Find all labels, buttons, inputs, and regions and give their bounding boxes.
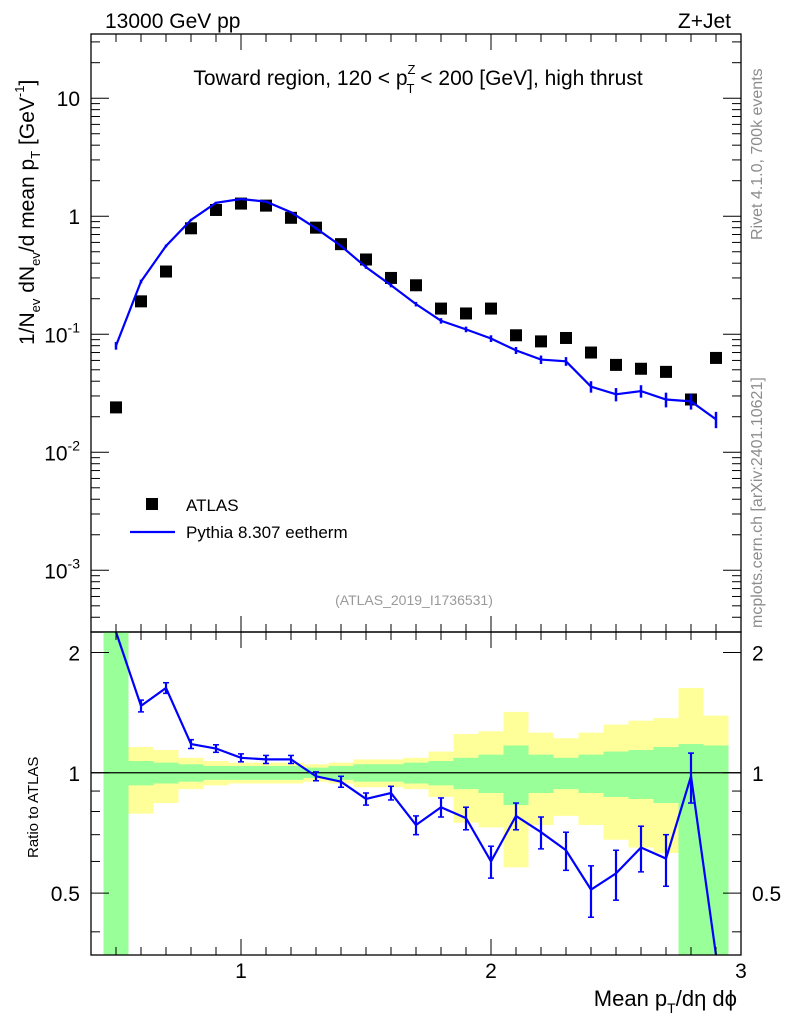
stat-uncertainty-band — [103, 632, 129, 955]
ratio-y-label: Ratio to ATLAS — [25, 757, 42, 858]
main-y-label: 1/Nev dNev/d mean pT [GeV-1] — [12, 80, 43, 345]
ratio-y-tick-label-left: 1 — [68, 763, 80, 786]
stat-uncertainty-band — [703, 745, 729, 955]
ratio-y-tick-label-right: 0.5 — [752, 883, 781, 906]
stat-uncertainty-band — [553, 757, 579, 790]
stat-uncertainty-band — [628, 750, 654, 799]
atlas-point — [410, 279, 422, 292]
atlas-point — [435, 302, 447, 315]
atlas-point — [660, 365, 672, 378]
stat-uncertainty-band — [603, 751, 629, 797]
atlas-point — [585, 346, 597, 359]
stat-uncertainty-band — [453, 757, 479, 790]
stat-uncertainty-band — [503, 745, 529, 806]
ratio-y-tick-label-left: 0.5 — [51, 883, 80, 906]
main-y-tick-label: 1 — [68, 206, 80, 229]
stat-uncertainty-band — [528, 754, 554, 793]
main-frame — [90, 33, 742, 633]
main-y-tick-label: 10-2 — [44, 437, 80, 465]
atlas-point — [460, 307, 472, 320]
main-title: Toward region, 120 < pZ T < 200 [GeV], hi… — [193, 62, 643, 96]
stat-uncertainty-band — [653, 747, 679, 804]
main-y-tick-label: 10 — [57, 88, 80, 111]
header-left: 13000 GeV pp — [105, 10, 240, 33]
mcplots-reference: mcplots.cern.ch [arXiv:2401.10621] — [749, 377, 766, 628]
stat-uncertainty-band — [578, 754, 604, 793]
atlas-point — [485, 302, 497, 315]
atlas-point — [235, 197, 247, 210]
legend: ATLAS Pythia 8.307 eetherm — [130, 496, 348, 542]
atlas-point — [185, 222, 197, 235]
atlas-point — [385, 271, 397, 284]
atlas-point — [135, 295, 147, 308]
atlas-point — [160, 265, 172, 278]
atlas-point — [535, 335, 547, 348]
pythia-line — [114, 197, 717, 421]
main-panel: 10-3 10-2 10-1 1 10 Toward region, 120 < pZ T… — [12, 33, 742, 633]
atlas-point — [560, 331, 572, 344]
stat-uncertainty-band — [478, 754, 504, 793]
x-tick-label: 2 — [485, 960, 497, 983]
x-tick-label: 1 — [235, 960, 247, 983]
atlas-point — [110, 401, 122, 414]
atlas-point — [635, 362, 647, 375]
atlas-point — [360, 253, 372, 266]
main-y-tick-label: 10-3 — [44, 555, 80, 583]
ratio-y-tick-label-left: 2 — [68, 642, 80, 665]
atlas-point — [710, 351, 722, 364]
x-axis-label: Mean pT/dη dϕ — [594, 986, 737, 1016]
rivet-version: Rivet 4.1.0, 700k events — [749, 68, 766, 240]
ratio-y-tick-label-right: 2 — [752, 642, 764, 665]
atlas-point — [210, 203, 222, 216]
ratio-panel: 1 2 3 0.5 0.5 1 1 2 2 Ratio to ATLAS Mean pT/dη … — [25, 631, 781, 1016]
atlas-point — [610, 358, 622, 371]
main-y-tick-label: 10-1 — [44, 319, 80, 347]
legend-atlas-marker — [146, 498, 158, 510]
analysis-id: (ATLAS_2019_I1736531) — [335, 592, 493, 608]
atlas-point — [510, 329, 522, 342]
ratio-y-tick-label-right: 1 — [752, 763, 764, 786]
x-tick-label: 3 — [735, 960, 747, 983]
legend-pythia-label: Pythia 8.307 eetherm — [186, 523, 348, 542]
header-right: Z+Jet — [678, 10, 731, 33]
legend-atlas-label: ATLAS — [186, 496, 239, 515]
